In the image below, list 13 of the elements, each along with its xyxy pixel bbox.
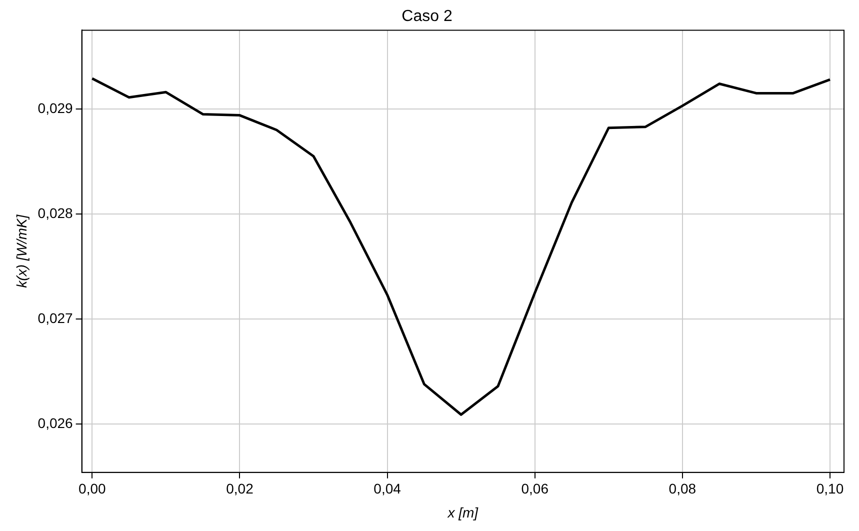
x-tick-label: 0,10 (816, 480, 844, 497)
y-axis-title: k(x) [W/mK] (13, 214, 30, 288)
x-tick-label: 0,08 (668, 480, 696, 497)
y-tick-label: 0,028 (38, 204, 74, 221)
x-tick-label: 0,04 (374, 480, 402, 497)
x-axis-title: x [m] (446, 504, 480, 520)
x-tick-label: 0,00 (78, 480, 106, 497)
chart-title: Caso 2 (402, 8, 452, 26)
y-tick-label: 0,029 (38, 100, 74, 116)
x-tick-label: 0,02 (226, 480, 254, 497)
y-tick-label: 0,027 (38, 310, 74, 326)
x-tick-label: 0,06 (521, 480, 549, 497)
y-tick-label: 0,026 (38, 414, 74, 431)
